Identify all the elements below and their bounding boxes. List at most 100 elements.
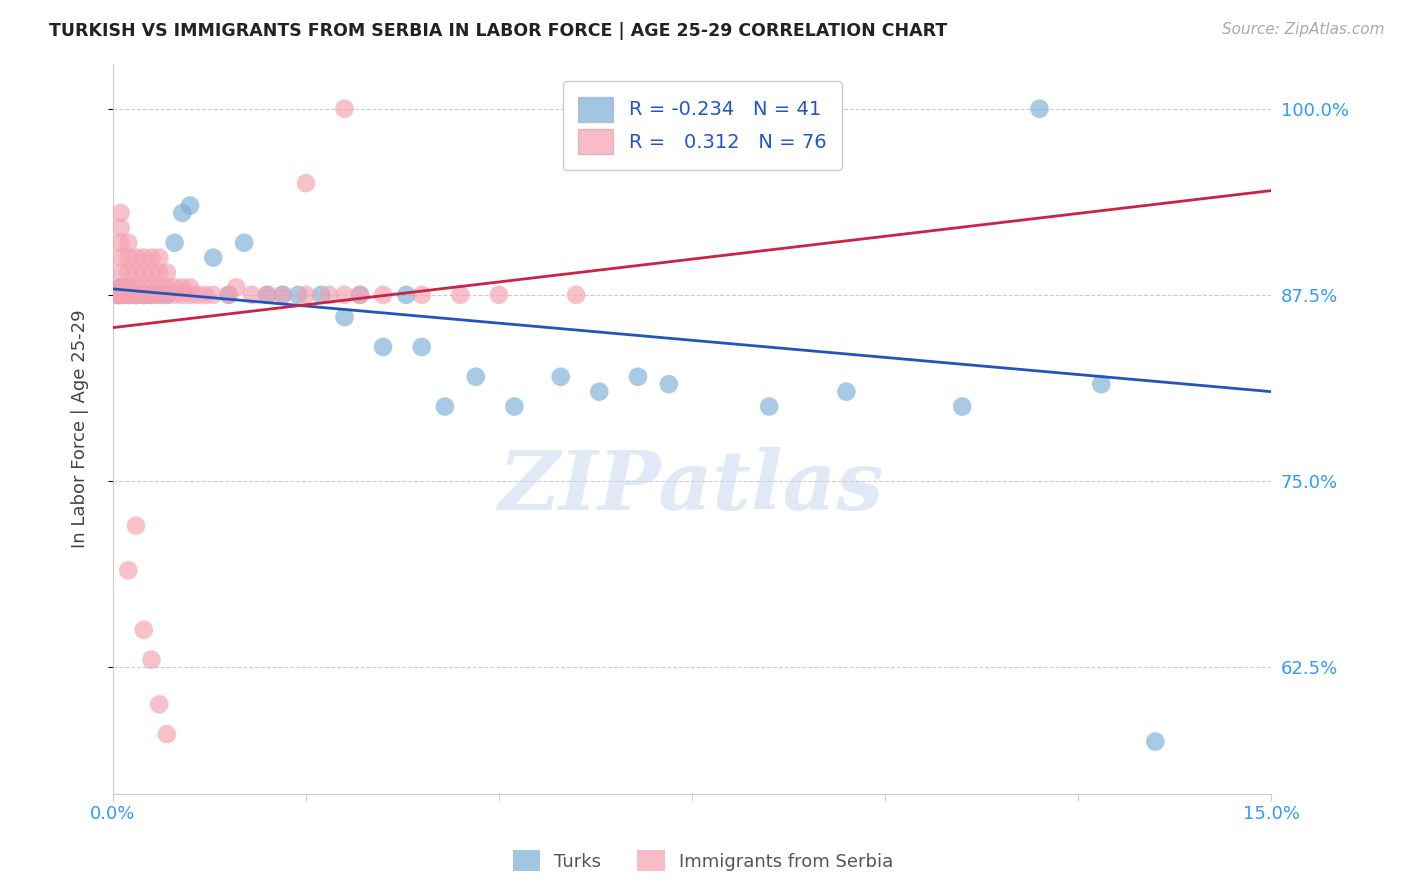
Text: Source: ZipAtlas.com: Source: ZipAtlas.com <box>1222 22 1385 37</box>
Point <box>125 251 148 265</box>
Point <box>141 251 163 265</box>
Point <box>156 266 179 280</box>
Point <box>163 235 186 250</box>
Point <box>311 288 333 302</box>
Point <box>108 288 131 302</box>
Point <box>218 288 240 302</box>
Point <box>117 288 139 302</box>
Point <box>114 280 136 294</box>
Point <box>218 288 240 302</box>
Point <box>117 288 139 302</box>
Point <box>125 518 148 533</box>
Point <box>333 288 356 302</box>
Point <box>148 251 170 265</box>
Point <box>233 235 256 250</box>
Point <box>141 280 163 294</box>
Point <box>110 280 132 294</box>
Point <box>333 102 356 116</box>
Point <box>132 288 155 302</box>
Point <box>202 251 225 265</box>
Point <box>333 310 356 325</box>
Point <box>449 288 471 302</box>
Point <box>179 288 201 302</box>
Point <box>172 288 194 302</box>
Point <box>148 288 170 302</box>
Point <box>411 288 433 302</box>
Point <box>194 288 217 302</box>
Point <box>110 288 132 302</box>
Point <box>107 288 129 302</box>
Point <box>148 266 170 280</box>
Point <box>110 266 132 280</box>
Point <box>295 176 318 190</box>
Point <box>132 251 155 265</box>
Point <box>156 288 179 302</box>
Point <box>125 288 148 302</box>
Point <box>110 280 132 294</box>
Point <box>503 400 526 414</box>
Point <box>117 235 139 250</box>
Point <box>271 288 294 302</box>
Point <box>1028 102 1050 116</box>
Point <box>125 288 148 302</box>
Point <box>148 280 170 294</box>
Point <box>114 288 136 302</box>
Point <box>179 280 201 294</box>
Point <box>163 280 186 294</box>
Point <box>950 400 973 414</box>
Point <box>117 563 139 577</box>
Point <box>349 288 371 302</box>
Point <box>156 288 179 302</box>
Point <box>256 288 278 302</box>
Point <box>371 340 394 354</box>
Point <box>202 288 225 302</box>
Point <box>148 698 170 712</box>
Legend: Turks, Immigrants from Serbia: Turks, Immigrants from Serbia <box>506 843 900 879</box>
Point <box>318 288 340 302</box>
Point <box>125 288 148 302</box>
Point <box>110 280 132 294</box>
Point <box>411 340 433 354</box>
Point <box>172 206 194 220</box>
Text: ZIPatlas: ZIPatlas <box>499 447 884 527</box>
Point <box>141 288 163 302</box>
Point <box>141 653 163 667</box>
Point <box>588 384 610 399</box>
Point <box>433 400 456 414</box>
Point <box>141 288 163 302</box>
Point <box>758 400 780 414</box>
Point <box>172 280 194 294</box>
Point <box>287 288 309 302</box>
Y-axis label: In Labor Force | Age 25-29: In Labor Force | Age 25-29 <box>72 310 89 549</box>
Point <box>271 288 294 302</box>
Point <box>627 369 650 384</box>
Point <box>349 288 371 302</box>
Point <box>125 280 148 294</box>
Point <box>295 288 318 302</box>
Point <box>256 288 278 302</box>
Point <box>105 288 128 302</box>
Point <box>141 266 163 280</box>
Point <box>1144 734 1167 748</box>
Point <box>117 266 139 280</box>
Point <box>117 288 139 302</box>
Point <box>371 288 394 302</box>
Point <box>141 288 163 302</box>
Point <box>117 251 139 265</box>
Point <box>132 288 155 302</box>
Point <box>110 288 132 302</box>
Point <box>117 280 139 294</box>
Point <box>132 288 155 302</box>
Point <box>464 369 486 384</box>
Point <box>132 266 155 280</box>
Point <box>1090 377 1112 392</box>
Point <box>658 377 681 392</box>
Point <box>132 288 155 302</box>
Point <box>125 288 148 302</box>
Point <box>125 288 148 302</box>
Point <box>110 235 132 250</box>
Point <box>111 288 134 302</box>
Point <box>835 384 858 399</box>
Point <box>110 251 132 265</box>
Point <box>395 288 418 302</box>
